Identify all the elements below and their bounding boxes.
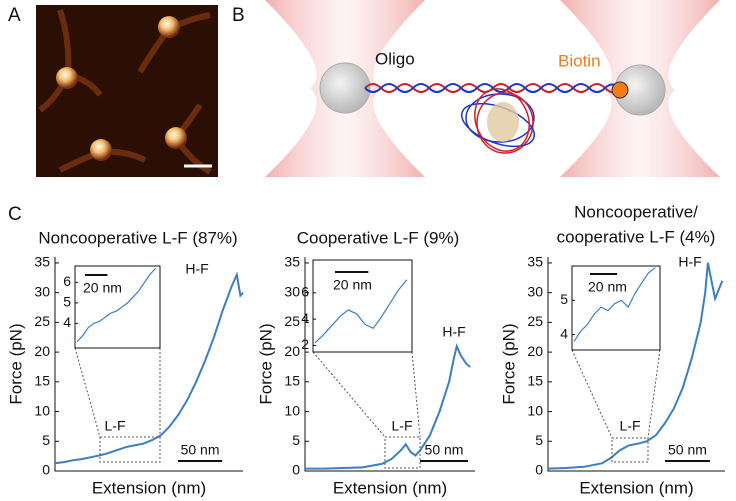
oligo-label: Oligo	[375, 49, 415, 68]
inset-curve	[76, 267, 157, 343]
zoom-connector	[571, 349, 613, 439]
zoom-connector	[411, 351, 421, 438]
y-axis-label: Force (pN)	[256, 323, 275, 404]
scale-bar-label: 50 nm	[425, 442, 464, 458]
y-tick-label: 5	[535, 432, 543, 448]
y-tick-label: 25	[284, 313, 300, 329]
annotation: L-F	[620, 418, 641, 434]
zoom-connector	[312, 351, 386, 438]
y-axis-label: Force (pN)	[499, 323, 518, 404]
y-tick-label: 0	[535, 462, 543, 478]
annotation: H-F	[442, 324, 465, 340]
zoom-box	[99, 436, 161, 463]
annotation: H-F	[185, 261, 208, 277]
inset-scale-bar-label: 20 nm	[333, 277, 372, 293]
annotation: H-F	[678, 254, 701, 270]
y-tick-label: 20	[34, 343, 50, 359]
inset-y-tick-label: 2	[301, 336, 309, 352]
zoom-box	[384, 436, 421, 469]
inset-frame	[312, 259, 413, 353]
annotation: L-F	[105, 418, 126, 434]
y-tick-label: 10	[284, 402, 300, 418]
inset-frame	[571, 265, 661, 351]
inset-y-tick-label: 5	[560, 291, 568, 307]
y-tick-label: 30	[34, 283, 50, 299]
inset-curve	[314, 279, 408, 344]
y-tick-label: 15	[527, 373, 543, 389]
panel-label: A	[8, 5, 21, 26]
zoom-connector	[647, 349, 661, 439]
afm-image	[36, 5, 218, 177]
inset-y-tick-label: 4	[301, 310, 309, 326]
inset-scale-bar-label: 20 nm	[83, 280, 122, 296]
inset-y-tick-label: 6	[63, 273, 71, 289]
scale-bar-label: 50 nm	[668, 442, 707, 458]
y-tick-label: 15	[284, 373, 300, 389]
y-tick-label: 15	[34, 373, 50, 389]
annotation: L-F	[392, 418, 413, 434]
x-axis-label: Extension (nm)	[579, 478, 693, 497]
y-tick-label: 25	[527, 313, 543, 329]
y-tick-label: 5	[292, 432, 300, 448]
y-tick-label: 35	[527, 254, 543, 270]
chart-title: cooperative L-F (4%)	[557, 227, 716, 246]
inset-curve	[573, 267, 656, 342]
y-tick-label: 25	[34, 313, 50, 329]
scale-bar-label: 50 nm	[181, 442, 220, 458]
biotin-label: Biotin	[558, 51, 601, 70]
inset-y-tick-label: 4	[560, 325, 568, 341]
y-tick-label: 35	[34, 254, 50, 270]
x-axis-label: Extension (nm)	[333, 478, 447, 497]
y-tick-label: 30	[284, 283, 300, 299]
chart-title: Noncooperative/	[574, 202, 698, 221]
panel-label: B	[232, 5, 245, 26]
inset-scale-bar-label: 20 nm	[588, 279, 627, 295]
force-curve	[305, 343, 471, 470]
panel-label: C	[8, 204, 22, 225]
y-tick-label: 0	[292, 462, 300, 478]
zoom-box	[611, 437, 649, 463]
y-tick-label: 5	[42, 432, 50, 448]
chart-title: Noncooperative L-F (87%)	[38, 228, 237, 247]
y-axis-label: Force (pN)	[6, 323, 25, 404]
y-tick-label: 10	[527, 402, 543, 418]
y-tick-label: 10	[34, 402, 50, 418]
zoom-connector	[74, 347, 101, 438]
force-curve	[547, 262, 724, 470]
optical-trap-diagram	[265, 0, 720, 177]
inset-y-tick-label: 5	[63, 294, 71, 310]
y-tick-label: 20	[284, 343, 300, 359]
y-tick-label: 0	[42, 462, 50, 478]
force-curve	[54, 271, 244, 465]
y-tick-label: 35	[284, 254, 300, 270]
x-axis-label: Extension (nm)	[92, 478, 206, 497]
y-tick-label: 20	[527, 343, 543, 359]
chart-title: Cooperative L-F (9%)	[297, 228, 460, 247]
inset-y-tick-label: 4	[63, 314, 71, 330]
inset-y-tick-label: 6	[301, 284, 309, 300]
y-tick-label: 30	[527, 283, 543, 299]
